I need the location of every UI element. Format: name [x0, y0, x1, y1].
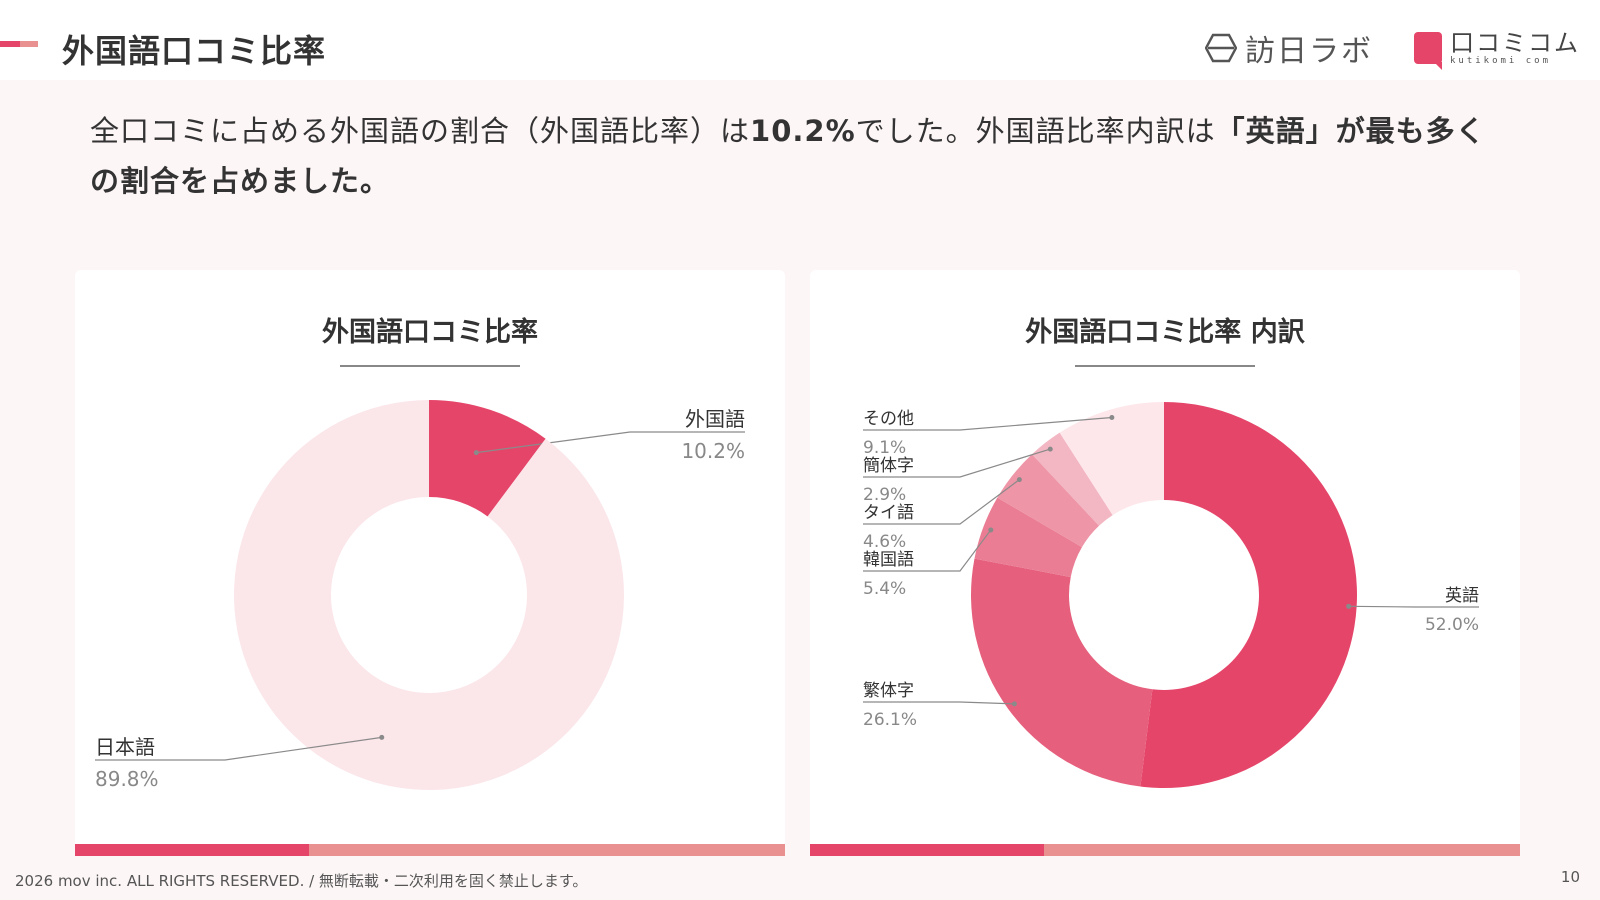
header-accent-light [20, 41, 38, 47]
label-name-1: 繁体字 [863, 681, 914, 701]
header-accent-dark [0, 41, 20, 47]
leader-dot-2 [988, 527, 994, 533]
page-title: 外国語口コミ比率 [62, 32, 327, 70]
chart1-title-rule [340, 365, 520, 367]
donut-slice-0 [1140, 402, 1357, 788]
label-value-0: 52.0% [1425, 615, 1479, 635]
label-name-0: 外国語 [685, 407, 745, 431]
leader-line-1 [863, 701, 1015, 705]
chart2-title-rule [1075, 365, 1255, 367]
label-value-3: 4.6% [863, 532, 906, 552]
leader-dot-0 [1346, 603, 1352, 609]
speech-bubble-icon [1414, 32, 1442, 64]
lead-highlight-english: 「英語」が最も多くの割合を占めました。 [90, 114, 1486, 198]
leader-line-2 [863, 529, 992, 572]
lead-part1: 全口コミに占める外国語の割合（外国語比率）は [90, 114, 751, 148]
chart1-bottom-bar [75, 844, 785, 856]
leader-line-4 [863, 448, 1051, 478]
donut-slice-4 [1031, 432, 1113, 526]
donut-slice-1 [233, 400, 624, 790]
leader-line-0 [1348, 605, 1479, 608]
kutikomi-com-logo: 口コミコム kutikomi com [1414, 26, 1580, 70]
foreign-ratio-card: 外国語口コミ比率 外国語 10.2% 日本語 89.8% [75, 270, 785, 856]
leader-dot-5 [1109, 414, 1115, 420]
leader-line-1 [95, 736, 382, 761]
leader-dot-3 [1016, 477, 1022, 483]
label-value-5: 9.1% [863, 438, 906, 458]
label-name-0: 英語 [1445, 586, 1479, 606]
label-name-5: その他 [863, 409, 914, 429]
lead-text: 全口コミに占める外国語の割合（外国語比率）は10.2%でした。外国語比率内訳は「… [90, 106, 1510, 206]
leader-dot-1 [1011, 701, 1017, 707]
label-name-4: 簡体字 [863, 456, 914, 476]
leader-line-3 [863, 479, 1020, 525]
donut-slice-5 [1059, 402, 1164, 516]
chart1-donut: 外国語 10.2% 日本語 89.8% [95, 400, 745, 791]
label-name-2: 韓国語 [863, 550, 914, 570]
logo2-subtext: kutikomi com [1450, 56, 1552, 66]
label-value-0: 10.2% [681, 439, 745, 463]
foreign-breakdown-card: 外国語口コミ比率 内訳 英語 52.0% 繁体字 26.1% 韓国語 5.4% タイ語 4.6… [810, 270, 1520, 856]
lead-highlight-ratio: 10.2% [750, 114, 856, 148]
houniti-lab-logo: 訪日ラボ [1205, 28, 1373, 69]
label-value-1: 89.8% [95, 767, 159, 791]
donut-slice-0 [429, 400, 546, 517]
logo1-text: 訪日ラボ [1245, 34, 1373, 69]
header-accent [0, 41, 38, 47]
donut-slice-1 [971, 558, 1153, 787]
leader-dot-0 [473, 450, 479, 456]
chart2-donut: 英語 52.0% 繁体字 26.1% 韓国語 5.4% タイ語 4.6% 簡体字 2.9% その他 9… [863, 402, 1479, 788]
copyright-footer: 2026 mov inc. ALL RIGHTS RESERVED. / 無断転… [15, 872, 588, 890]
label-value-1: 26.1% [863, 710, 917, 730]
page-number: 10 [1560, 868, 1580, 886]
label-value-2: 5.4% [863, 579, 906, 599]
donut-slice-3 [997, 454, 1100, 548]
label-name-1: 日本語 [95, 735, 155, 759]
chart2-bottom-bar [810, 844, 1520, 856]
chart1-title: 外国語口コミ比率 [322, 317, 538, 348]
label-value-4: 2.9% [863, 485, 906, 505]
leader-dot-1 [379, 734, 385, 740]
donut-slice-2 [974, 497, 1082, 578]
hexagon-icon [1205, 33, 1237, 63]
leader-line-0 [476, 431, 745, 454]
lead-part2: でした。外国語比率内訳は [855, 114, 1216, 148]
header-bar: 外国語口コミ比率 訪日ラボ 口コミコム kutikomi com [0, 0, 1600, 80]
label-name-3: タイ語 [863, 503, 914, 523]
leader-line-5 [863, 416, 1112, 431]
logo2-text: 口コミコム [1450, 29, 1580, 57]
chart2-title: 外国語口コミ比率 内訳 [1025, 317, 1305, 348]
leader-dot-4 [1047, 446, 1053, 452]
